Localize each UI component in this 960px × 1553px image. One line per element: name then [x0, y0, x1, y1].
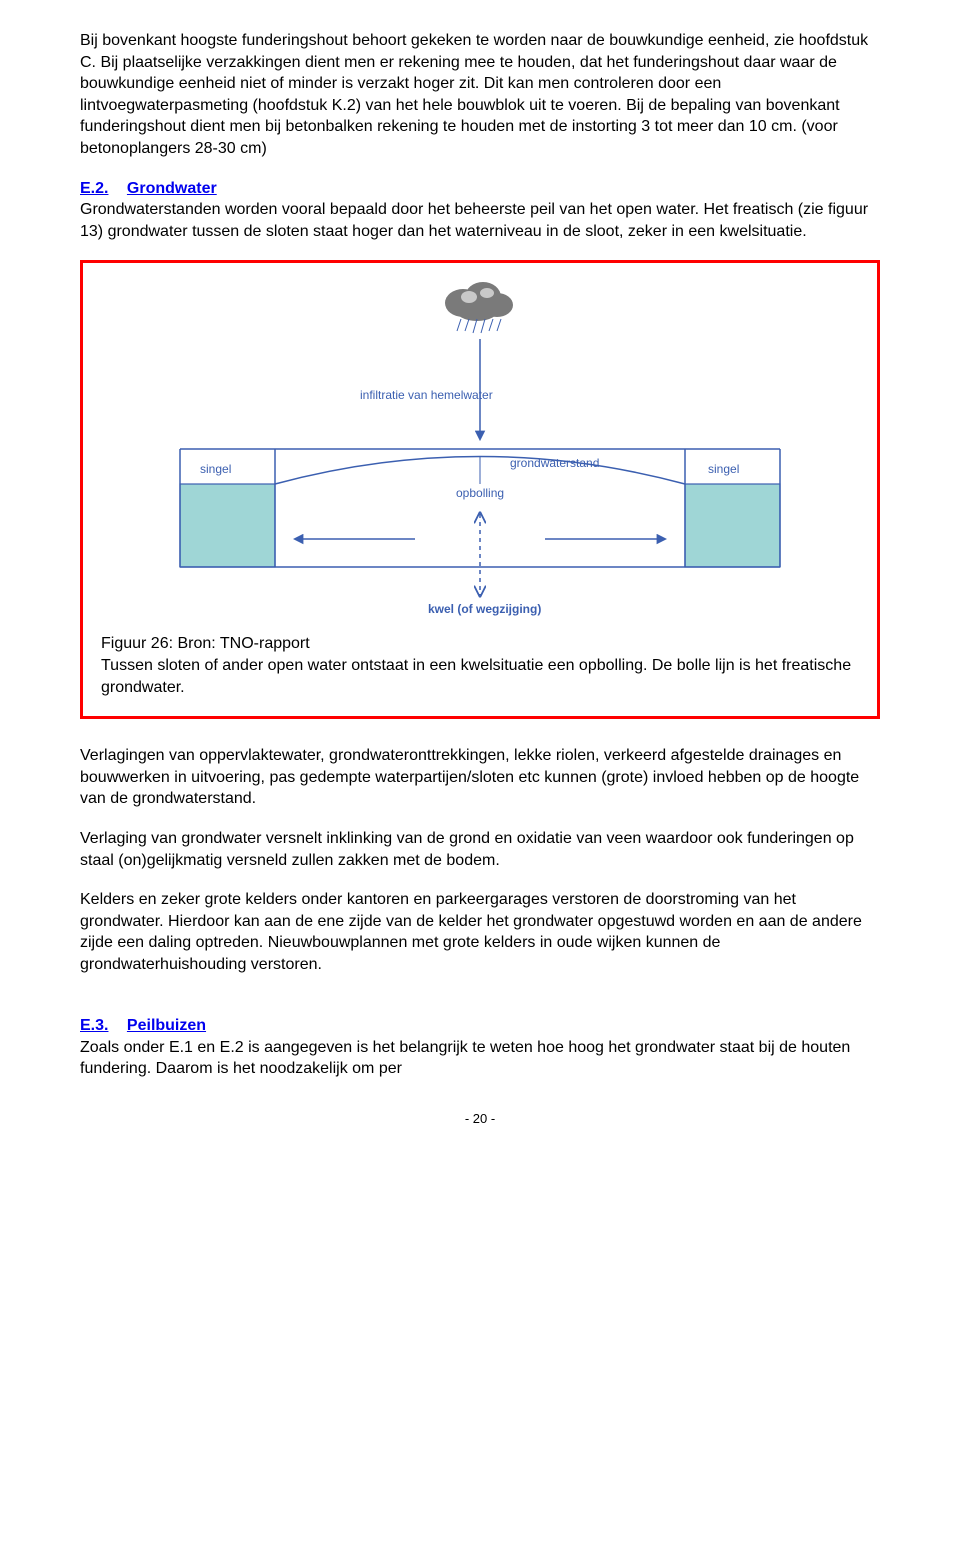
figure-26-frame: infiltratie van hemelwater singel singel — [160, 277, 800, 619]
para-kelders: Kelders en zeker grote kelders onder kan… — [80, 889, 880, 975]
label-kwel: kwel (of wegzijging) — [428, 602, 541, 616]
figure-26-caption-line1: Figuur 26: Bron: TNO-rapport — [101, 635, 310, 652]
section-e3-body: Zoals onder E.1 en E.2 is aangegeven is … — [80, 1039, 850, 1078]
intro-paragraph: Bij bovenkant hoogste funderingshout beh… — [80, 30, 880, 160]
figure-26-box: infiltratie van hemelwater singel singel — [80, 260, 880, 719]
cloud-icon — [435, 277, 525, 335]
label-opbolling: opbolling — [456, 486, 504, 500]
label-infiltratie: infiltratie van hemelwater — [360, 388, 493, 402]
para-verlagingen: Verlagingen van oppervlaktewater, grondw… — [80, 745, 880, 810]
section-e2-title: Grondwater — [127, 180, 217, 197]
section-e3: E.3. Peilbuizen Zoals onder E.1 en E.2 i… — [80, 1015, 880, 1080]
page-number: - 20 - — [80, 1110, 880, 1128]
figure-26-caption-line2: Tussen sloten of ander open water ontsta… — [101, 657, 851, 696]
label-singel-left: singel — [200, 462, 231, 476]
groundwater-diagram: infiltratie van hemelwater singel singel — [160, 339, 800, 619]
label-singel-right: singel — [708, 462, 739, 476]
section-e2-body: Grondwaterstanden worden vooral bepaald … — [80, 201, 868, 240]
page: Bij bovenkant hoogste funderingshout beh… — [40, 0, 920, 1167]
section-e3-title: Peilbuizen — [127, 1017, 206, 1034]
figure-26-caption: Figuur 26: Bron: TNO-rapport Tussen slot… — [101, 633, 859, 698]
label-grondwaterstand: grondwaterstand — [510, 456, 599, 470]
section-e2: E.2. Grondwater Grondwaterstanden worden… — [80, 178, 880, 243]
section-e3-num: E.3. — [80, 1017, 108, 1034]
section-e2-num: E.2. — [80, 180, 108, 197]
para-verlaging2: Verlaging van grondwater versnelt inklin… — [80, 828, 880, 871]
